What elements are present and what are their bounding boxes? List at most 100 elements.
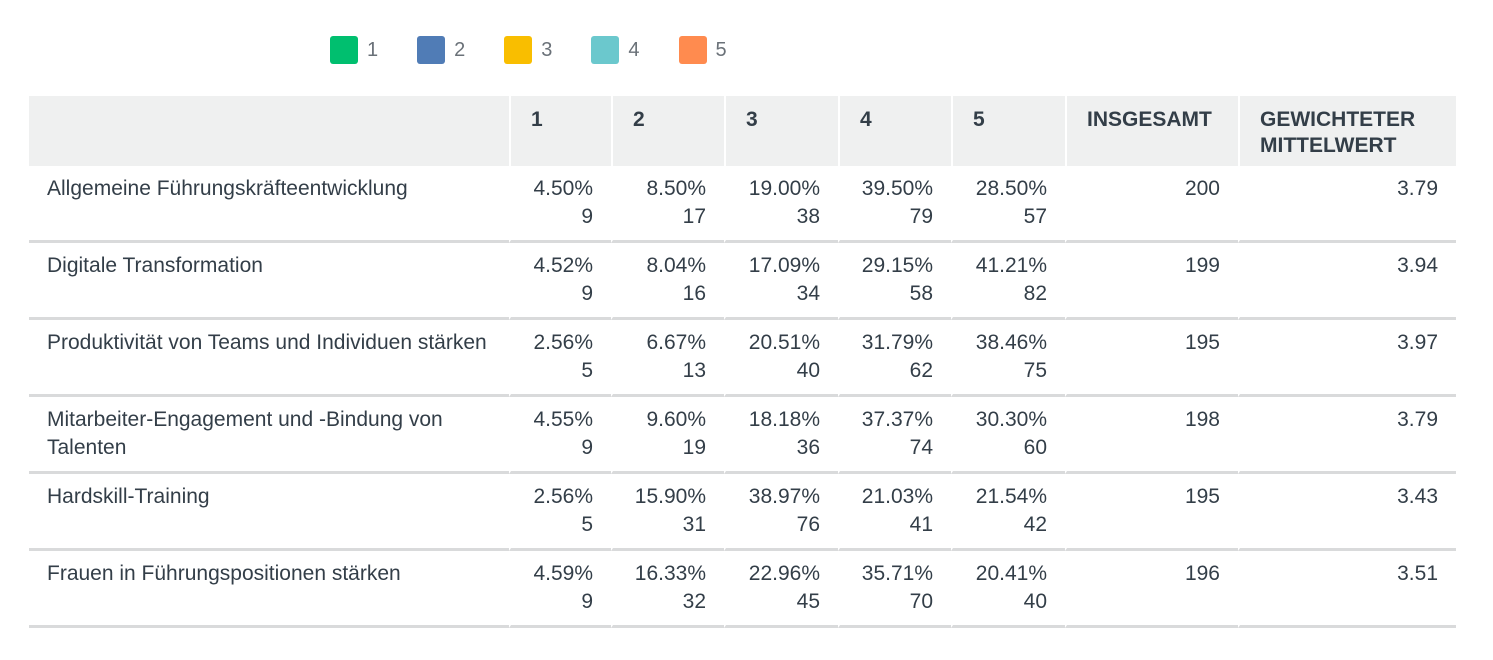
percent-value: 6.67% <box>646 331 706 354</box>
rating-cell: 4.59% 9 <box>509 551 611 628</box>
table-row: Mitarbeiter-Engagement und -Bindung von … <box>29 397 1456 474</box>
rating-cell: 22.96% 45 <box>724 551 838 628</box>
percent-value: 18.18% <box>748 408 820 431</box>
percent-value: 41.21% <box>975 254 1047 277</box>
rating-cell: 38.97% 76 <box>724 474 838 551</box>
column-header: 2 <box>611 96 724 166</box>
table-row: Allgemeine Führungskräfteentwicklung 4.50… <box>29 166 1456 243</box>
total-value: 199 <box>1065 243 1238 320</box>
count-value: 5 <box>581 513 593 536</box>
percent-value: 22.96% <box>748 562 820 585</box>
table-row: Frauen in Führungspositionen stärken 4.59… <box>29 551 1456 628</box>
legend-item-2[interactable]: 2 <box>417 36 465 64</box>
rating-cell: 20.51% 40 <box>724 320 838 397</box>
percent-value: 4.50% <box>533 177 593 200</box>
percent-value: 38.46% <box>975 331 1047 354</box>
weighted-average-value: 3.94 <box>1238 243 1456 320</box>
legend-label: 4 <box>628 39 640 61</box>
weighted-average-value: 3.51 <box>1238 551 1456 628</box>
percent-value: 28.50% <box>975 177 1047 200</box>
legend-item-1[interactable]: 1 <box>330 36 378 64</box>
count-value: 42 <box>1023 513 1047 536</box>
total-value: 195 <box>1065 474 1238 551</box>
percent-value: 29.15% <box>861 254 933 277</box>
legend-swatch <box>330 36 358 64</box>
legend-swatch <box>591 36 620 64</box>
percent-value: 21.54% <box>975 485 1047 508</box>
percent-value: 2.56% <box>533 331 593 354</box>
percent-value: 4.55% <box>533 408 593 431</box>
total-value: 200 <box>1065 166 1238 243</box>
rating-cell: 39.50% 79 <box>838 166 951 243</box>
count-value: 75 <box>1023 359 1047 382</box>
count-value: 13 <box>682 359 706 382</box>
column-header: 5 <box>951 96 1065 166</box>
percent-value: 2.56% <box>533 485 593 508</box>
percent-value: 19.00% <box>748 177 820 200</box>
count-value: 40 <box>796 359 820 382</box>
count-value: 9 <box>581 590 593 613</box>
row-label: Digitale Transformation <box>29 243 509 320</box>
count-value: 41 <box>909 513 933 536</box>
total-value: 196 <box>1065 551 1238 628</box>
count-value: 34 <box>796 282 820 305</box>
chart-legend: 1 2 3 4 5 <box>330 36 766 64</box>
count-value: 36 <box>796 436 820 459</box>
percent-value: 16.33% <box>634 562 706 585</box>
count-value: 17 <box>682 205 706 228</box>
row-label: Produktivität von Teams und Individuen s… <box>29 320 509 397</box>
table-row: Hardskill-Training 2.56% 5 15.90% 31 38.97% 76… <box>29 474 1456 551</box>
legend-item-5[interactable]: 5 <box>678 36 727 64</box>
legend-item-3[interactable]: 3 <box>504 36 552 64</box>
count-value: 70 <box>909 590 933 613</box>
weighted-average-value: 3.79 <box>1238 397 1456 474</box>
rating-cell: 6.67% 13 <box>611 320 724 397</box>
row-label: Allgemeine Führungskräfteentwicklung <box>29 166 509 243</box>
count-value: 58 <box>909 282 933 305</box>
percent-value: 4.52% <box>533 254 593 277</box>
rating-cell: 18.18% 36 <box>724 397 838 474</box>
column-header: 3 <box>724 96 838 166</box>
legend-swatch <box>417 36 446 64</box>
column-header: INSGESAMT <box>1065 96 1238 166</box>
percent-value: 37.37% <box>861 408 933 431</box>
count-value: 76 <box>796 513 820 536</box>
header-row: 1 2 3 4 5 INSGESAMT GEWICHTETER MITTELWERT <box>29 96 1456 166</box>
legend-label: 2 <box>454 39 466 61</box>
percent-value: 4.59% <box>533 562 593 585</box>
percent-value: 20.51% <box>748 331 820 354</box>
weighted-average-value: 3.97 <box>1238 320 1456 397</box>
percent-value: 8.50% <box>646 177 706 200</box>
count-value: 57 <box>1023 205 1047 228</box>
percent-value: 17.09% <box>748 254 820 277</box>
count-value: 40 <box>1023 590 1047 613</box>
rating-cell: 4.52% 9 <box>509 243 611 320</box>
rating-cell: 21.54% 42 <box>951 474 1065 551</box>
rating-cell: 2.56% 5 <box>509 320 611 397</box>
rating-cell: 16.33% 32 <box>611 551 724 628</box>
count-value: 32 <box>682 590 706 613</box>
count-value: 60 <box>1023 436 1047 459</box>
rating-cell: 37.37% 74 <box>838 397 951 474</box>
count-value: 5 <box>581 359 593 382</box>
rating-cell: 19.00% 38 <box>724 166 838 243</box>
count-value: 45 <box>796 590 820 613</box>
legend-label: 1 <box>367 39 379 61</box>
legend-swatch <box>504 36 533 64</box>
percent-value: 30.30% <box>975 408 1047 431</box>
percent-value: 15.90% <box>634 485 706 508</box>
row-label: Hardskill-Training <box>29 474 509 551</box>
rating-cell: 15.90% 31 <box>611 474 724 551</box>
percent-value: 31.79% <box>861 331 933 354</box>
count-value: 79 <box>909 205 933 228</box>
header-empty-cell <box>29 96 509 166</box>
rating-cell: 29.15% 58 <box>838 243 951 320</box>
rating-cell: 9.60% 19 <box>611 397 724 474</box>
legend-item-4[interactable]: 4 <box>591 36 640 64</box>
results-table: 1 2 3 4 5 INSGESAMT GEWICHTETER MITTELWERT All… <box>29 96 1456 628</box>
count-value: 16 <box>682 282 706 305</box>
legend-label: 5 <box>715 39 727 61</box>
table-row: Digitale Transformation 4.52% 9 8.04% 16 17.0… <box>29 243 1456 320</box>
percent-value: 35.71% <box>861 562 933 585</box>
count-value: 19 <box>682 436 706 459</box>
